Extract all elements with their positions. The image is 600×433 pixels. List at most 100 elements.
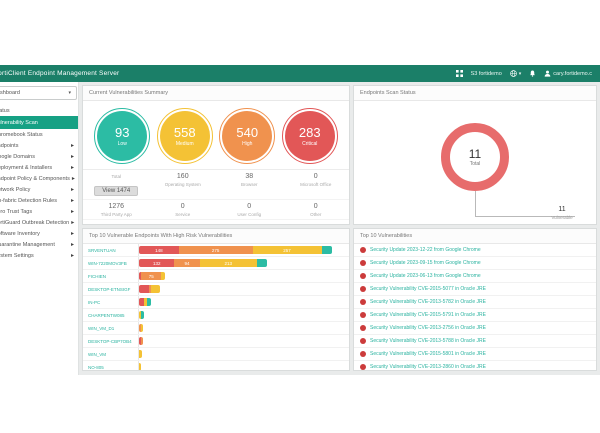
vulnerability-link[interactable]: Security Update 2023-09-15 from Google C… [370, 260, 481, 266]
severity-circle-body: 558 Medium [159, 111, 210, 161]
vulnerability-link[interactable]: Security Vulnerability CVE-2015-5077 in … [370, 286, 486, 292]
sidebar-item-chromebook-status[interactable]: Chromebook Status [0, 129, 78, 140]
endpoint-name-link[interactable]: WIN_VM_D1 [88, 325, 115, 331]
vulnerability-link[interactable]: Security Vulnerability CVE-2013-2756 in … [370, 325, 486, 331]
sidebar-item-deployment-installers[interactable]: Deployment & Installers ▸ [0, 162, 78, 173]
sidebar-item-label: Google Domains [0, 153, 35, 160]
bar-segment-medium[interactable] [151, 285, 161, 293]
bar-segment-medium[interactable] [161, 272, 166, 280]
bar-segment-low[interactable] [321, 246, 332, 254]
sidebar-dashboard-dropdown[interactable]: Dashboard ▾ [0, 86, 77, 100]
sidebar-item-software-inventory[interactable]: Software Inventory ▸ [0, 228, 78, 239]
apps-grid-icon[interactable] [455, 70, 463, 77]
vulnerability-link[interactable]: Security Update 2023-12-22 from Google C… [370, 247, 481, 253]
endpoint-name-link[interactable]: WIN-7220MOV3FB [88, 260, 127, 266]
bar-segment-critical[interactable] [139, 272, 142, 280]
vulnerability-link[interactable]: Security Vulnerability CVE-2013-2860 in … [370, 364, 486, 370]
sidebar-item-label: Software Inventory [0, 230, 40, 237]
bar-segment-critical[interactable]: 132 [139, 259, 175, 267]
scan-status-donut[interactable]: 11 Total [441, 123, 509, 191]
sidebar-item-network-policy[interactable]: Network Policy ▸ [0, 184, 78, 195]
sidebar-item-label: System Settings [0, 252, 34, 259]
bar-segment-medium[interactable] [143, 298, 147, 306]
vulnerable-count: 11 [558, 206, 566, 213]
bar-segment-medium[interactable]: 257 [252, 246, 322, 254]
endpoint-name-link[interactable]: FICHIEN [88, 273, 106, 279]
bar-track: 75 [138, 270, 349, 282]
sidebar-item-google-domains[interactable]: Google Domains ▸ [0, 151, 78, 162]
sidebar-item-on-fabric-detection-rules[interactable]: On-fabric Detection Rules ▸ [0, 195, 78, 206]
endpoint-name-link[interactable]: IN-PC [88, 299, 101, 305]
vulnerability-row: Security Vulnerability CVE-2015-5077 in … [354, 283, 596, 296]
sidebar-item-label: Quarantine Management [0, 241, 55, 248]
bar-segment-low[interactable] [256, 259, 268, 267]
bar-segment-high[interactable] [139, 324, 141, 332]
bar-segment-high[interactable]: 275 [178, 246, 253, 254]
view-total-button[interactable]: View 1474 [94, 186, 139, 196]
endpoint-name-link[interactable]: NO-805 [88, 364, 104, 370]
bar-segment-medium[interactable] [139, 363, 141, 370]
vulnerable-callout: 11 Vulnerable [545, 206, 579, 220]
vulnerability-link[interactable]: Security Vulnerability CVE-2013-5788 in … [370, 338, 486, 344]
stat-operating-system: 160 Operating System [149, 170, 216, 200]
vulnerability-list: Security Update 2023-12-22 from Google C… [354, 244, 596, 370]
sidebar-item-label: FortiGuard Outbreak Detection [0, 219, 70, 226]
bar-segment-high[interactable] [149, 285, 152, 293]
endpoint-name-link[interactable]: DESKTOP-CBP7OB4 [88, 338, 132, 344]
user-account-menu[interactable]: cary.fortidemo.c [544, 70, 592, 77]
sidebar-item-vulnerability-scan[interactable]: Vulnerability Scan [0, 116, 78, 129]
severity-circle-medium[interactable]: 558 Medium [156, 108, 213, 164]
language-selector[interactable]: ▾ [509, 70, 521, 77]
chevron-right-icon: ▸ [70, 231, 74, 237]
severity-circle-low[interactable]: 93 Low [94, 108, 151, 164]
vulnerability-row: Security Update 2023-09-15 from Google C… [354, 257, 596, 270]
sidebar-item-zero-trust-tags[interactable]: Zero Trust Tags ▸ [0, 206, 78, 217]
bar-segment-critical[interactable] [139, 285, 150, 293]
sidebar-item-system-settings[interactable]: System Settings ▸ [0, 250, 78, 261]
critical-severity-dot-icon [360, 286, 366, 292]
bar-segment-low[interactable] [146, 298, 151, 306]
sidebar-item-status[interactable]: Status [0, 105, 78, 116]
bar-segment-high[interactable]: 75 [141, 272, 162, 280]
endpoint-name-link[interactable]: SRVENTUAN [88, 247, 116, 253]
bar-segment-medium[interactable] [139, 350, 142, 358]
endpoint-bar-row: SRVENTUAN 148 275 257 [83, 244, 349, 257]
sidebar-item-label: On-fabric Detection Rules [0, 197, 57, 204]
bar-segment-medium[interactable] [139, 311, 141, 319]
server-name[interactable]: S3 fortidemo [471, 71, 502, 77]
sidebar-item-label: Vulnerability Scan [0, 119, 38, 126]
bar-segment-high[interactable]: 94 [174, 259, 200, 267]
severity-circle-critical[interactable]: 283 Critical [281, 108, 338, 164]
bar-segment-medium[interactable] [141, 324, 144, 332]
sidebar-item-quarantine-management[interactable]: Quarantine Management ▸ [0, 239, 78, 250]
stat-value: 1276 [108, 203, 125, 210]
vulnerability-link[interactable]: Security Update 2023-06-13 from Google C… [370, 273, 481, 279]
bar-segment-critical[interactable] [139, 337, 141, 345]
stat-microsoft-office: 0 Microsoft Office [282, 170, 349, 200]
vulnerability-link[interactable]: Security Vulnerability CVE-2015-5791 in … [370, 312, 486, 318]
sidebar-item-endpoints[interactable]: Endpoints ▸ [0, 140, 78, 151]
vulnerability-row: Security Vulnerability CVE-2013-2756 in … [354, 322, 596, 335]
critical-severity-dot-icon [360, 247, 366, 253]
vulnerability-link[interactable]: Security Vulnerability CVE-2015-5801 in … [370, 351, 486, 357]
bar-track [138, 335, 349, 347]
bar-segment-medium[interactable]: 213 [199, 259, 257, 267]
endpoint-name-link[interactable]: CHARPENTW085 [88, 312, 125, 318]
notifications-bell-icon[interactable] [529, 70, 536, 77]
vulnerability-row: Security Update 2023-06-13 from Google C… [354, 270, 596, 283]
stat-service: 0 Service [149, 200, 216, 220]
vulnerability-link[interactable]: Security Vulnerability CVE-2013-5782 in … [370, 299, 486, 305]
stat-browser: 38 Browser [216, 170, 283, 200]
bar-segment-low[interactable] [141, 311, 145, 319]
endpoint-name-link[interactable]: DESKTOP-ETNSIGF [88, 286, 131, 292]
chevron-down-icon: ▾ [68, 90, 71, 96]
bar-segment-high[interactable] [141, 337, 143, 345]
bar-track: 148 275 257 [138, 244, 349, 256]
bar-segment-critical[interactable]: 148 [139, 246, 179, 254]
endpoint-name-link[interactable]: WIN_VM [88, 351, 106, 357]
critical-severity-dot-icon [360, 299, 366, 305]
sidebar-item-fortiguard-outbreak-detection[interactable]: FortiGuard Outbreak Detection ▸ [0, 217, 78, 228]
severity-circle-high[interactable]: 540 High [219, 108, 276, 164]
bar-segment-critical[interactable] [139, 298, 144, 306]
sidebar-item-endpoint-policy-components[interactable]: Endpoint Policy & Components ▸ [0, 173, 78, 184]
